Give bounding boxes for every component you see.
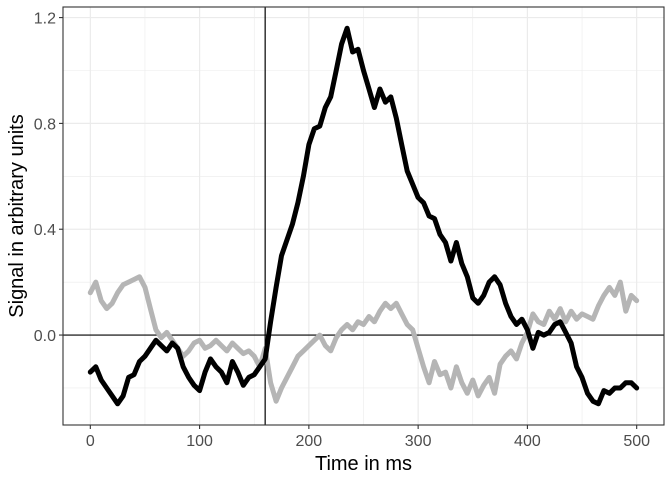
y-tick-label: 1.2 [34, 11, 56, 28]
x-tick-label: 200 [296, 433, 323, 450]
series-line-dark [87, 25, 640, 407]
x-tick-label: 400 [514, 433, 541, 450]
y-tick-label: 0.8 [34, 116, 56, 133]
x-axis-label: Time in ms [315, 453, 412, 475]
x-tick-label: 500 [623, 433, 650, 450]
series-layer [87, 25, 640, 407]
x-tick-label: 300 [405, 433, 432, 450]
y-tick-label: 0.0 [34, 328, 56, 345]
panel-border [62, 6, 665, 426]
y-axis-label: Signal in arbitrary units [6, 114, 28, 317]
y-axis-ticks: 0.0 0.4 0.8 1.2 [34, 11, 63, 345]
x-axis-ticks: 0 100 200 300 400 500 [86, 425, 650, 450]
x-tick-label: 100 [186, 433, 213, 450]
y-tick-label: 0.4 [34, 222, 56, 239]
x-tick-label: 0 [86, 433, 95, 450]
